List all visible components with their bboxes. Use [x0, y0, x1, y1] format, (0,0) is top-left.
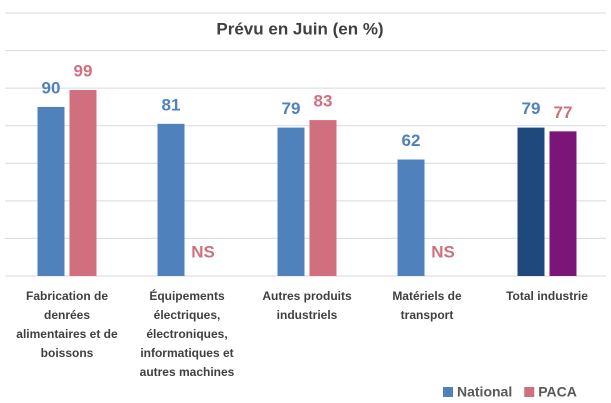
legend-label: National: [457, 384, 512, 400]
data-label: 90: [42, 78, 61, 97]
bar: [157, 123, 185, 276]
bar: [517, 127, 545, 276]
data-label: 79: [522, 99, 541, 118]
data-label: 62: [402, 131, 421, 150]
data-label: 99: [74, 62, 93, 81]
data-label: 79: [282, 99, 301, 118]
data-label: NS: [191, 242, 215, 261]
chart-title: Prévu en Juin (en %): [216, 19, 383, 38]
bar: [549, 131, 577, 276]
data-label: 77: [554, 103, 573, 122]
x-tick-label: Matériels de transport: [392, 289, 462, 322]
bar: [277, 127, 305, 276]
data-label: 83: [314, 92, 333, 111]
bar: [397, 159, 425, 276]
bar: [37, 106, 65, 276]
x-tick-label: Autres produits industriels: [262, 289, 352, 322]
x-tick-label: Équipements électriques, électroniques, …: [139, 289, 235, 379]
legend-swatch: [524, 387, 535, 397]
bar: [69, 90, 97, 277]
legend-swatch: [443, 387, 453, 397]
bar: [309, 120, 337, 276]
data-label: 81: [162, 95, 181, 114]
data-label: NS: [431, 242, 455, 261]
x-tick-label: Total industrie: [506, 289, 588, 303]
x-tick-label: Fabrication de denrées alimentaires et d…: [16, 289, 118, 360]
legend-label: PACA: [538, 384, 577, 400]
